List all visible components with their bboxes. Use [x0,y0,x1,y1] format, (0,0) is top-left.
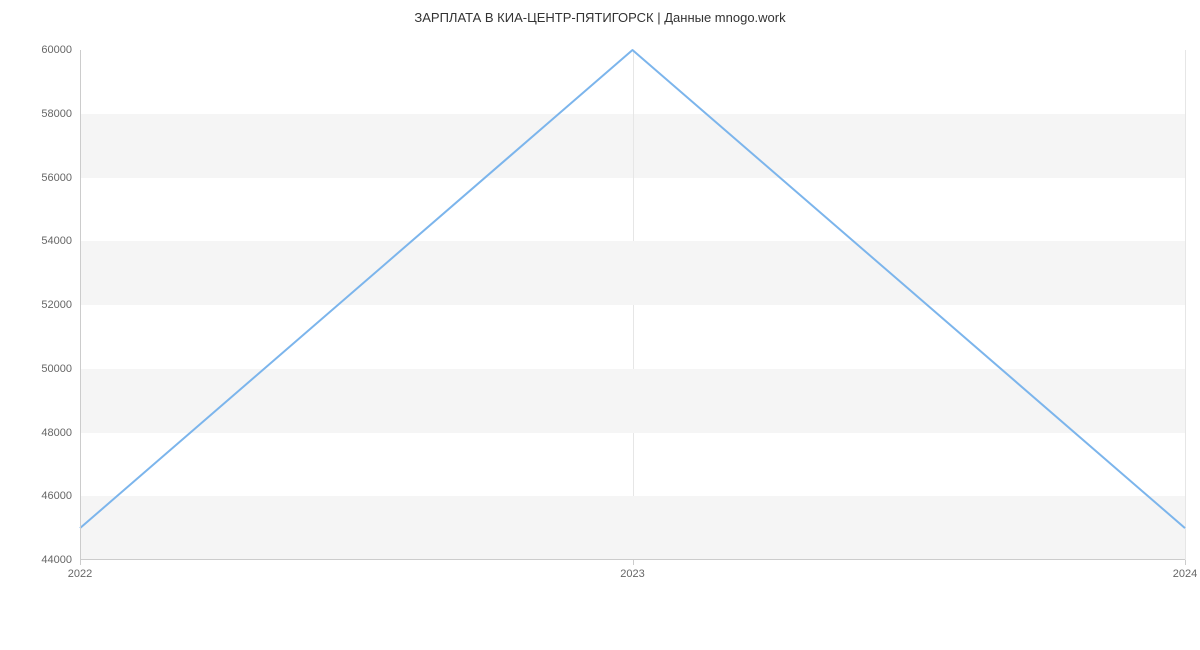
y-tick-label: 54000 [41,235,80,247]
line-series-svg [80,50,1185,560]
x-tick-mark [1185,560,1186,565]
y-axis-line [80,50,81,560]
chart-title: ЗАРПЛАТА В КИА-ЦЕНТР-ПЯТИГОРСК | Данные … [0,10,1200,25]
y-tick-label: 52000 [41,299,80,311]
x-tick-mark [80,560,81,565]
x-gridline [1185,50,1186,560]
plot-area: 4400046000480005000052000540005600058000… [80,50,1185,560]
y-tick-label: 56000 [41,172,80,184]
y-tick-label: 58000 [41,108,80,120]
salary-line-chart: ЗАРПЛАТА В КИА-ЦЕНТР-ПЯТИГОРСК | Данные … [0,0,1200,650]
x-tick-mark [633,560,634,565]
y-tick-label: 46000 [41,490,80,502]
y-tick-label: 50000 [41,363,80,375]
y-tick-label: 60000 [41,44,80,56]
y-tick-label: 48000 [41,427,80,439]
line-series [80,50,1185,528]
